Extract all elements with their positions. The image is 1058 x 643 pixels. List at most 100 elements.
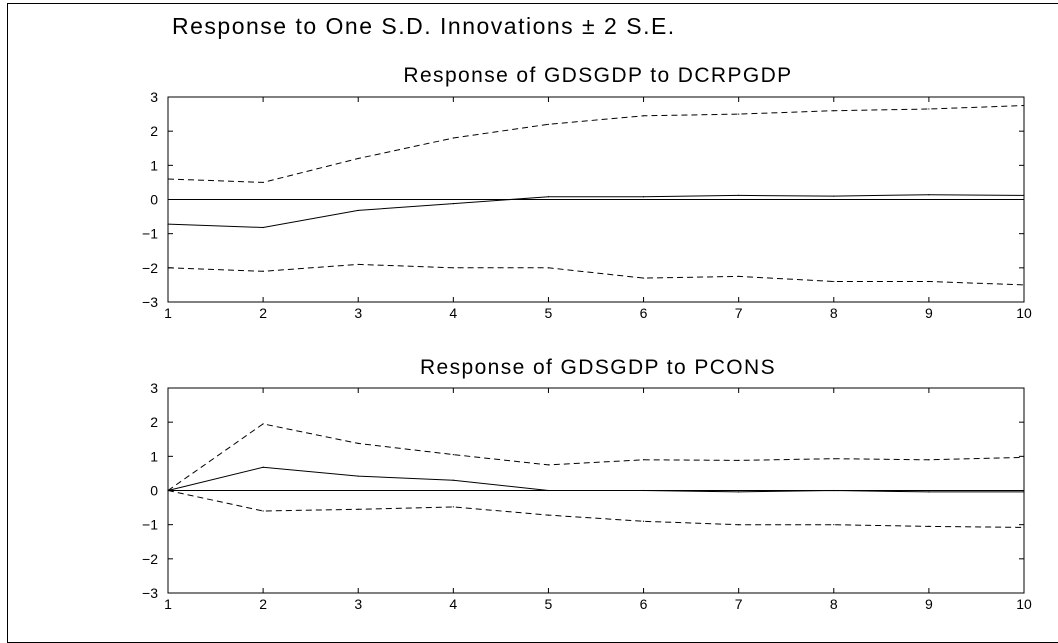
point-response [1023, 491, 1025, 493]
x-tick-label: 1 [164, 596, 172, 612]
point-lower-band [738, 275, 740, 277]
point-response [262, 466, 264, 468]
figure-title: Response to One S.D. Innovations ± 2 S.E… [172, 13, 676, 39]
x-tick-label: 5 [545, 596, 553, 612]
y-tick-label: −1 [142, 226, 158, 242]
x-tick-label: 2 [259, 305, 267, 321]
point-lower-band [642, 277, 645, 279]
x-tick-label: 10 [1016, 596, 1032, 612]
y-tick-label: 0 [150, 483, 158, 499]
point-response [167, 223, 169, 225]
y-tick-label: 2 [150, 123, 158, 139]
x-tick-label: 9 [925, 596, 933, 612]
point-upper-band [833, 110, 835, 112]
point-lower-band [928, 280, 930, 283]
point-lower-band [833, 280, 835, 283]
y-tick-label: 3 [150, 89, 158, 105]
point-response [452, 203, 454, 205]
point-lower-band [262, 510, 264, 512]
series-lower-band [167, 263, 1025, 286]
x-tick-label: 7 [735, 596, 743, 612]
y-tick-label: −2 [142, 551, 158, 567]
x-tick-label: 2 [259, 596, 267, 612]
point-upper-band [357, 157, 359, 160]
point-response [833, 195, 835, 197]
x-tick-label: 3 [354, 596, 362, 612]
point-upper-band [452, 137, 454, 139]
point-lower-band [642, 520, 645, 522]
x-tick-label: 10 [1016, 305, 1032, 321]
point-upper-band [928, 108, 930, 110]
point-response [738, 194, 740, 196]
x-tick-label: 6 [640, 596, 648, 612]
x-tick-label: 1 [164, 305, 172, 321]
figure: Response to One S.D. Innovations ± 2 S.E… [7, 3, 1058, 643]
point-lower-band [357, 263, 359, 266]
point-upper-band [547, 123, 550, 125]
point-response [833, 489, 835, 492]
series-lower-band [167, 490, 1025, 528]
point-upper-band [928, 459, 930, 461]
point-response [642, 489, 645, 492]
point-response [738, 491, 740, 493]
point-lower-band [1023, 284, 1025, 286]
point-upper-band [1023, 456, 1025, 458]
x-tick-label: 8 [830, 305, 838, 321]
series-upper-band [167, 105, 1025, 183]
x-tick-label: 7 [735, 305, 743, 321]
point-upper-band [1023, 104, 1025, 107]
point-lower-band [738, 524, 740, 526]
x-tick-label: 4 [449, 596, 457, 612]
point-upper-band [833, 458, 835, 460]
series-upper-band [167, 423, 1025, 491]
point-upper-band [642, 459, 645, 461]
series-response [167, 466, 1024, 493]
point-response [357, 209, 359, 212]
point-lower-band [452, 506, 454, 508]
point-response [357, 475, 359, 477]
x-tick-label: 3 [354, 305, 362, 321]
point-response [547, 196, 550, 198]
x-tick-label: 6 [640, 305, 648, 321]
point-response [547, 489, 550, 492]
point-upper-band [262, 181, 264, 184]
point-upper-band [738, 113, 740, 115]
y-tick-label: 0 [150, 192, 158, 208]
point-lower-band [262, 270, 264, 272]
y-tick-label: −3 [142, 585, 158, 601]
point-upper-band [642, 115, 645, 117]
point-response [262, 226, 264, 229]
point-lower-band [833, 524, 835, 526]
chart-title: Response of GDSGDP to DCRPGDP [403, 64, 792, 87]
y-tick-label: 2 [150, 414, 158, 430]
point-lower-band [547, 514, 550, 516]
point-lower-band [357, 508, 359, 510]
y-tick-label: 1 [150, 157, 158, 173]
point-lower-band [1023, 526, 1025, 529]
point-response [1023, 194, 1025, 196]
point-response [642, 196, 645, 198]
chart-dcrpgdp: Response of GDSGDP to DCRPGDP3210−1−2−31… [142, 64, 1032, 321]
point-upper-band [452, 454, 454, 456]
point-upper-band [357, 442, 359, 444]
point-response [928, 491, 930, 493]
chart-title: Response of GDSGDP to PCONS [420, 356, 776, 379]
x-tick-label: 5 [545, 305, 553, 321]
y-tick-label: 1 [150, 448, 158, 464]
point-response [928, 194, 930, 196]
point-lower-band [928, 525, 930, 527]
point-lower-band [547, 267, 550, 269]
point-upper-band [738, 459, 740, 462]
y-tick-label: −1 [142, 517, 158, 533]
y-tick-label: −2 [142, 260, 158, 276]
point-lower-band [167, 267, 169, 269]
point-upper-band [547, 464, 550, 466]
point-upper-band [167, 178, 169, 180]
x-tick-label: 9 [925, 305, 933, 321]
point-upper-band [262, 423, 264, 425]
y-tick-label: −3 [142, 294, 158, 310]
point-lower-band [452, 267, 454, 269]
x-tick-label: 8 [830, 596, 838, 612]
series-response [167, 194, 1025, 229]
